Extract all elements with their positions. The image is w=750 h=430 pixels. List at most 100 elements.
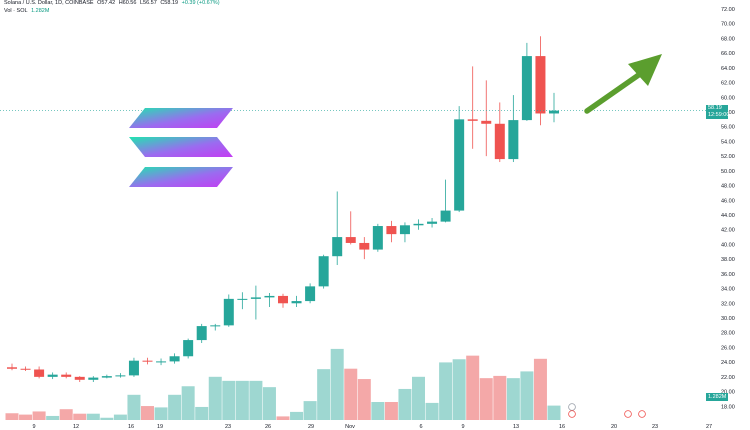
volume-bar bbox=[384, 402, 398, 420]
event-flag-icon bbox=[624, 410, 632, 418]
price-tick-label: 44.00 bbox=[721, 213, 735, 219]
volume-bar bbox=[276, 416, 290, 420]
close-value: C58.19 bbox=[160, 0, 179, 6]
time-tick-label: 26 bbox=[265, 424, 271, 430]
candle-body bbox=[359, 242, 370, 250]
price-tick-label: 48.00 bbox=[721, 184, 735, 190]
price-tick-label: 62.00 bbox=[721, 81, 735, 87]
candle-body bbox=[61, 374, 72, 377]
event-icons[interactable] bbox=[568, 403, 646, 418]
price-axis[interactable]: 18.00 20.00 22.00 24.00 26.00 28.00 30.00 32.00… bbox=[721, 7, 735, 410]
candle-body bbox=[47, 374, 58, 377]
event-flag-icon bbox=[568, 403, 576, 411]
candle-body bbox=[549, 110, 559, 114]
time-axis[interactable]: 9 12 16 19 23 26 29 Nov 6 9 13 16 20 23 27 bbox=[32, 424, 712, 430]
volume-bar bbox=[46, 415, 60, 420]
candle-body bbox=[196, 326, 207, 341]
candle-body bbox=[494, 123, 505, 160]
volume-bar bbox=[86, 413, 100, 420]
volume-bar bbox=[412, 376, 425, 420]
volume-bar bbox=[32, 411, 46, 420]
candle-body bbox=[467, 119, 478, 121]
price-tick-label: 34.00 bbox=[721, 287, 735, 293]
candle-body bbox=[20, 368, 31, 370]
bar-countdown: 12:59:00 bbox=[708, 112, 730, 118]
volume-bars bbox=[5, 348, 561, 420]
price-tick-label: 64.00 bbox=[721, 66, 735, 72]
volume-bar bbox=[113, 414, 127, 420]
volume-bar bbox=[100, 417, 114, 420]
price-tick-label: 46.00 bbox=[721, 198, 735, 204]
time-tick-label: 6 bbox=[419, 424, 422, 430]
low-value: L56.57 bbox=[139, 0, 157, 6]
volume-bar bbox=[59, 409, 73, 420]
candle-body bbox=[305, 286, 316, 302]
volume-header: Vol · SOL 1.282M bbox=[4, 8, 51, 14]
price-tick-label: 32.00 bbox=[721, 301, 735, 307]
price-tick-label: 68.00 bbox=[721, 36, 735, 42]
volume-bar bbox=[5, 413, 19, 420]
candle-body bbox=[156, 361, 167, 363]
candle-body bbox=[237, 298, 248, 300]
price-tick-label: 22.00 bbox=[721, 375, 735, 381]
price-tick-label: 50.00 bbox=[721, 169, 735, 175]
candle-body bbox=[345, 237, 356, 243]
time-tick-label: 23 bbox=[225, 424, 231, 430]
volume-bar bbox=[249, 380, 263, 420]
candle-body bbox=[88, 377, 99, 380]
price-tick-label: 28.00 bbox=[721, 331, 735, 337]
candle-body bbox=[7, 367, 17, 369]
candle-body bbox=[318, 256, 329, 287]
price-tick-label: 38.00 bbox=[721, 257, 735, 263]
volume-bar bbox=[330, 348, 344, 420]
last-price: 58.19 bbox=[708, 105, 722, 111]
volume-bar bbox=[344, 368, 358, 420]
open-value: O57.42 bbox=[97, 0, 116, 6]
change-value: +0.39 (+0.67%) bbox=[181, 0, 220, 6]
candle-body bbox=[115, 375, 126, 377]
volume-bar bbox=[357, 379, 371, 420]
volume-bar bbox=[222, 380, 236, 420]
volume-bar bbox=[73, 413, 87, 420]
candle-body bbox=[535, 56, 546, 114]
price-tick-label: 54.00 bbox=[721, 139, 735, 145]
candle-body bbox=[440, 210, 451, 222]
price-tick-label: 56.00 bbox=[721, 125, 735, 131]
volume-bar bbox=[208, 376, 222, 420]
time-tick-label: 9 bbox=[32, 424, 35, 430]
volume-bar bbox=[19, 414, 33, 420]
logo-bar bbox=[129, 108, 233, 128]
price-candles bbox=[7, 36, 559, 383]
candle-body bbox=[386, 226, 397, 235]
candle-body bbox=[291, 301, 302, 304]
price-tick-label: 72.00 bbox=[721, 7, 735, 13]
volume-bar bbox=[371, 402, 385, 420]
volume-value: 1.282M bbox=[31, 8, 50, 14]
time-tick-label: 27 bbox=[706, 424, 712, 430]
price-tick-label: 42.00 bbox=[721, 228, 735, 234]
high-value: H60.56 bbox=[118, 0, 137, 6]
logo-bar bbox=[129, 167, 233, 187]
candle-body bbox=[481, 120, 492, 124]
candle-body bbox=[372, 226, 383, 250]
candle-body bbox=[454, 119, 465, 211]
price-tick-label: 66.00 bbox=[721, 51, 735, 57]
volume-bar bbox=[195, 406, 209, 420]
price-tick-label: 20.00 bbox=[721, 390, 735, 396]
price-tick-label: 40.00 bbox=[721, 242, 735, 248]
time-tick-label: 19 bbox=[157, 424, 163, 430]
event-flag-icon bbox=[638, 410, 646, 418]
price-tick-label: 26.00 bbox=[721, 345, 735, 351]
candle-body bbox=[142, 360, 153, 362]
candle-body bbox=[278, 295, 288, 304]
candle-body bbox=[101, 376, 112, 378]
volume-bar bbox=[547, 405, 561, 420]
volume-bar bbox=[141, 406, 154, 420]
price-tick-label: 24.00 bbox=[721, 360, 735, 366]
candle-body bbox=[521, 56, 532, 121]
price-tick-label: 18.00 bbox=[721, 404, 735, 410]
price-tick-label: 60.00 bbox=[721, 95, 735, 101]
volume-bar bbox=[439, 362, 453, 420]
last-price-label[interactable]: 58.19 12:59:00 bbox=[706, 105, 730, 119]
